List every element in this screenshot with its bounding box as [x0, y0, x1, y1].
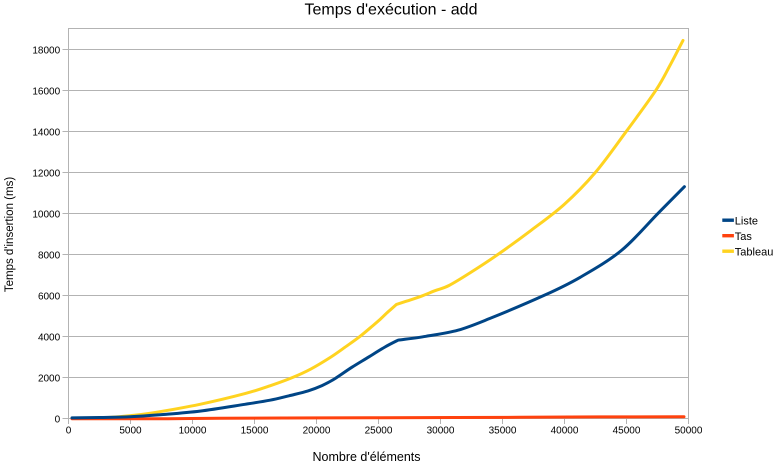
svg-text:15000: 15000 [241, 426, 269, 437]
svg-text:40000: 40000 [551, 426, 579, 437]
svg-text:35000: 35000 [489, 426, 517, 437]
svg-text:Tas: Tas [735, 231, 753, 243]
svg-text:10000: 10000 [179, 426, 207, 437]
svg-text:5000: 5000 [119, 426, 142, 437]
svg-text:30000: 30000 [427, 426, 455, 437]
svg-text:18000: 18000 [32, 45, 60, 56]
svg-text:Nombre d'éléments: Nombre d'éléments [313, 450, 421, 464]
svg-text:10000: 10000 [32, 209, 60, 220]
svg-text:50000: 50000 [675, 426, 703, 437]
svg-text:0: 0 [66, 426, 72, 437]
svg-text:14000: 14000 [32, 127, 60, 138]
svg-text:6000: 6000 [38, 291, 61, 302]
svg-text:Tableau: Tableau [735, 246, 774, 258]
svg-text:Liste: Liste [735, 215, 758, 227]
svg-text:20000: 20000 [303, 426, 331, 437]
svg-text:4000: 4000 [38, 332, 61, 343]
svg-text:8000: 8000 [38, 250, 61, 261]
svg-text:0: 0 [55, 414, 61, 425]
svg-text:25000: 25000 [365, 426, 393, 437]
svg-text:16000: 16000 [32, 86, 60, 97]
svg-text:Temps d'insertion (ms): Temps d'insertion (ms) [4, 177, 16, 292]
svg-text:45000: 45000 [613, 426, 641, 437]
svg-text:12000: 12000 [32, 168, 60, 179]
svg-text:Temps d'exécution - add: Temps d'exécution - add [305, 1, 478, 18]
svg-text:2000: 2000 [38, 373, 61, 384]
